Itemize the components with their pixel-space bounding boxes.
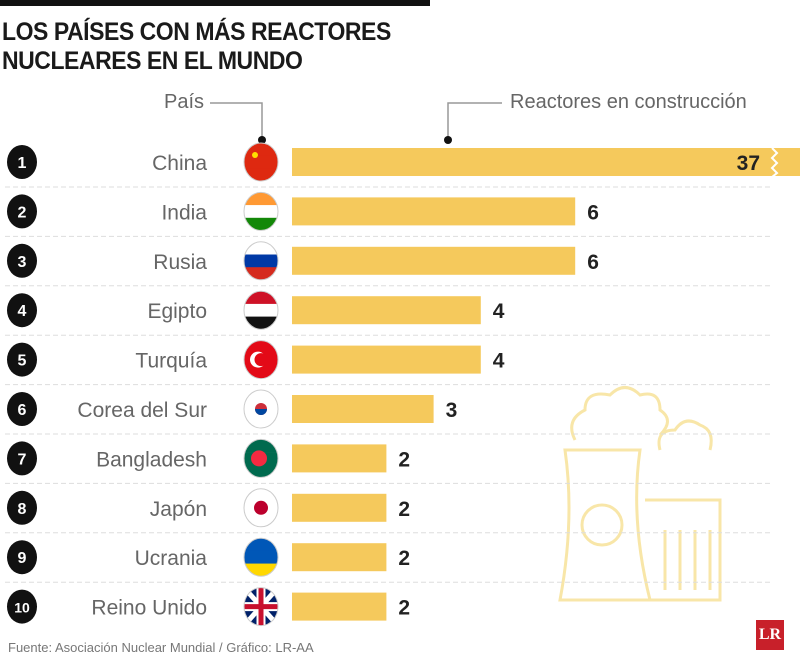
bar-row: 9 Ucrania 2	[5, 537, 770, 583]
flag-icon	[243, 191, 279, 231]
legend-bars-connector	[447, 102, 502, 138]
rank-number: 6	[18, 402, 27, 419]
rank-badge	[7, 293, 37, 328]
flag-icon	[243, 290, 279, 330]
flag-icon	[243, 537, 279, 577]
value-label: 37	[737, 152, 760, 175]
flag-icon	[243, 488, 279, 528]
flag-icon	[243, 241, 279, 281]
country-label: India	[161, 201, 207, 224]
chart-title: LOS PAÍSES CON MÁS REACTORES NUCLEARES E…	[2, 18, 391, 76]
value-label: 2	[398, 448, 410, 471]
bar	[292, 197, 576, 226]
rank-badge	[7, 243, 37, 278]
bar-row: 2 India 6	[5, 191, 770, 237]
value-label: 6	[587, 251, 599, 274]
bar	[292, 592, 387, 621]
value-label: 2	[398, 597, 410, 620]
country-label: Reino Unido	[91, 597, 207, 620]
title-line-2: NUCLEARES EN EL MUNDO	[2, 47, 303, 75]
legend-country-dot	[258, 136, 266, 144]
flag-icon	[243, 438, 279, 478]
bar	[292, 444, 387, 473]
rank-number: 7	[18, 451, 27, 468]
value-label: 2	[398, 547, 410, 570]
legend-bars-dot	[444, 136, 452, 144]
flag-icon	[243, 389, 279, 429]
bar-row: 8 Japón 2	[5, 488, 770, 534]
country-label: Bangladesh	[96, 448, 207, 471]
rank-number: 1	[18, 155, 27, 172]
bar-row: 5 Turquía 4	[5, 340, 770, 386]
bar	[292, 148, 800, 176]
flag-icon	[243, 340, 279, 380]
rank-number: 9	[18, 550, 27, 567]
bar	[292, 246, 576, 275]
flag-icon	[243, 142, 279, 182]
rank-badge	[7, 145, 37, 179]
bar	[292, 296, 481, 325]
source-note: Fuente: Asociación Nuclear Mundial / Grá…	[8, 640, 314, 655]
rank-badge	[7, 540, 37, 575]
country-label: China	[152, 152, 207, 175]
bar	[292, 395, 434, 423]
legend-country-connector	[210, 102, 263, 138]
country-label: Rusia	[153, 251, 207, 274]
rank-badge	[7, 490, 37, 525]
country-label: Ucrania	[135, 547, 208, 570]
top-rule	[0, 0, 430, 6]
country-label: Corea del Sur	[77, 399, 207, 422]
bar-row: 1 China 37	[5, 142, 800, 188]
rank-number: 10	[14, 600, 30, 616]
flag-icon	[243, 587, 279, 627]
title-line-1: LOS PAÍSES CON MÁS REACTORES	[2, 18, 391, 46]
rank-number: 8	[18, 501, 27, 518]
rank-badge	[7, 589, 37, 624]
country-label: Japón	[150, 498, 207, 521]
value-label: 4	[493, 350, 505, 373]
value-label: 3	[446, 399, 458, 422]
bar-row: 6 Corea del Sur 3	[5, 389, 770, 435]
rank-badge	[7, 194, 37, 229]
rank-number: 4	[18, 303, 27, 320]
value-label: 6	[587, 201, 599, 224]
rank-number: 2	[18, 204, 27, 221]
legend-bars-label: Reactores en construcción	[510, 91, 747, 113]
rank-number: 5	[18, 353, 27, 370]
rank-badge	[7, 441, 37, 476]
bar	[292, 345, 481, 374]
nuclear-plant-illustration	[558, 386, 722, 602]
lr-logo: LR	[756, 620, 784, 650]
bar	[292, 493, 387, 522]
legend-country-label: País	[164, 91, 205, 113]
country-label: Turquía	[135, 350, 207, 373]
bar	[292, 543, 387, 572]
value-label: 2	[398, 498, 410, 521]
break-mark	[770, 147, 779, 178]
bar-row: 4 Egipto 4	[5, 290, 770, 336]
bar-row: 3 Rusia 6	[5, 241, 770, 287]
value-label: 4	[493, 300, 505, 323]
rank-badge	[7, 342, 37, 377]
rank-number: 3	[18, 254, 27, 271]
bar-row: 7 Bangladesh 2	[5, 438, 770, 484]
bar-row: 10 Reino Unido 2	[7, 587, 410, 627]
country-label: Egipto	[147, 300, 207, 323]
rank-badge	[7, 392, 37, 426]
